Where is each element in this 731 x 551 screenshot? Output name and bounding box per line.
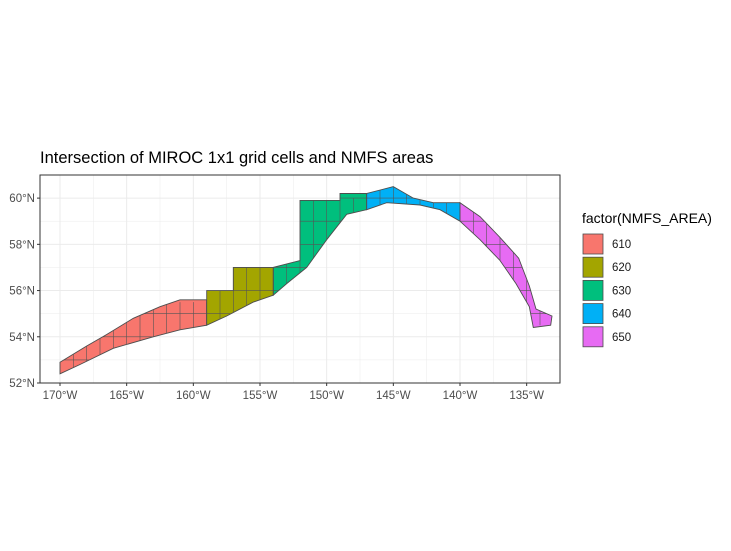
y-tick-label: 54°N <box>9 332 35 344</box>
legend-swatch <box>582 303 604 325</box>
legend-label: 640 <box>612 309 631 321</box>
legend-label: 610 <box>612 239 631 251</box>
axes: 170°W 165°W 160°W 155°W 150°W 145°W 140°W 135°W… <box>9 193 544 402</box>
legend-swatch <box>582 256 604 278</box>
legend-item-620: 620 <box>582 256 631 278</box>
panel-border <box>39 174 561 384</box>
chart-title: Intersection of MIROC 1x1 grid cells and… <box>40 149 433 167</box>
x-tick-label: 140°W <box>443 390 478 402</box>
area-620-region <box>206 266 274 326</box>
y-tick-label: 58°N <box>9 239 35 251</box>
y-tick-label: 52°N <box>9 378 35 390</box>
legend-label: 630 <box>612 285 631 297</box>
x-tick-label: 165°W <box>109 390 144 402</box>
y-tick-label: 56°N <box>9 286 35 298</box>
legend: 610 620 630 640 650 <box>582 233 631 348</box>
x-tick-label: 160°W <box>176 390 211 402</box>
legend-label: 650 <box>612 332 631 344</box>
x-tick-label: 150°W <box>309 390 344 402</box>
legend-item-640: 640 <box>582 303 631 325</box>
x-tick-label: 145°W <box>376 390 411 402</box>
x-tick-label: 155°W <box>243 390 278 402</box>
x-tick-label: 170°W <box>43 390 78 402</box>
x-tick-label: 135°W <box>509 390 544 402</box>
legend-item-630: 630 <box>582 279 631 301</box>
y-tick-label: 60°N <box>9 193 35 205</box>
legend-swatch <box>582 233 604 255</box>
legend-label: 620 <box>612 262 631 274</box>
legend-item-650: 650 <box>582 326 631 348</box>
area-polygons <box>59 186 553 375</box>
legend-swatch <box>582 326 604 348</box>
legend-swatch <box>582 279 604 301</box>
legend-title: factor(NMFS_AREA) <box>582 210 712 226</box>
legend-item-610: 610 <box>582 233 631 255</box>
